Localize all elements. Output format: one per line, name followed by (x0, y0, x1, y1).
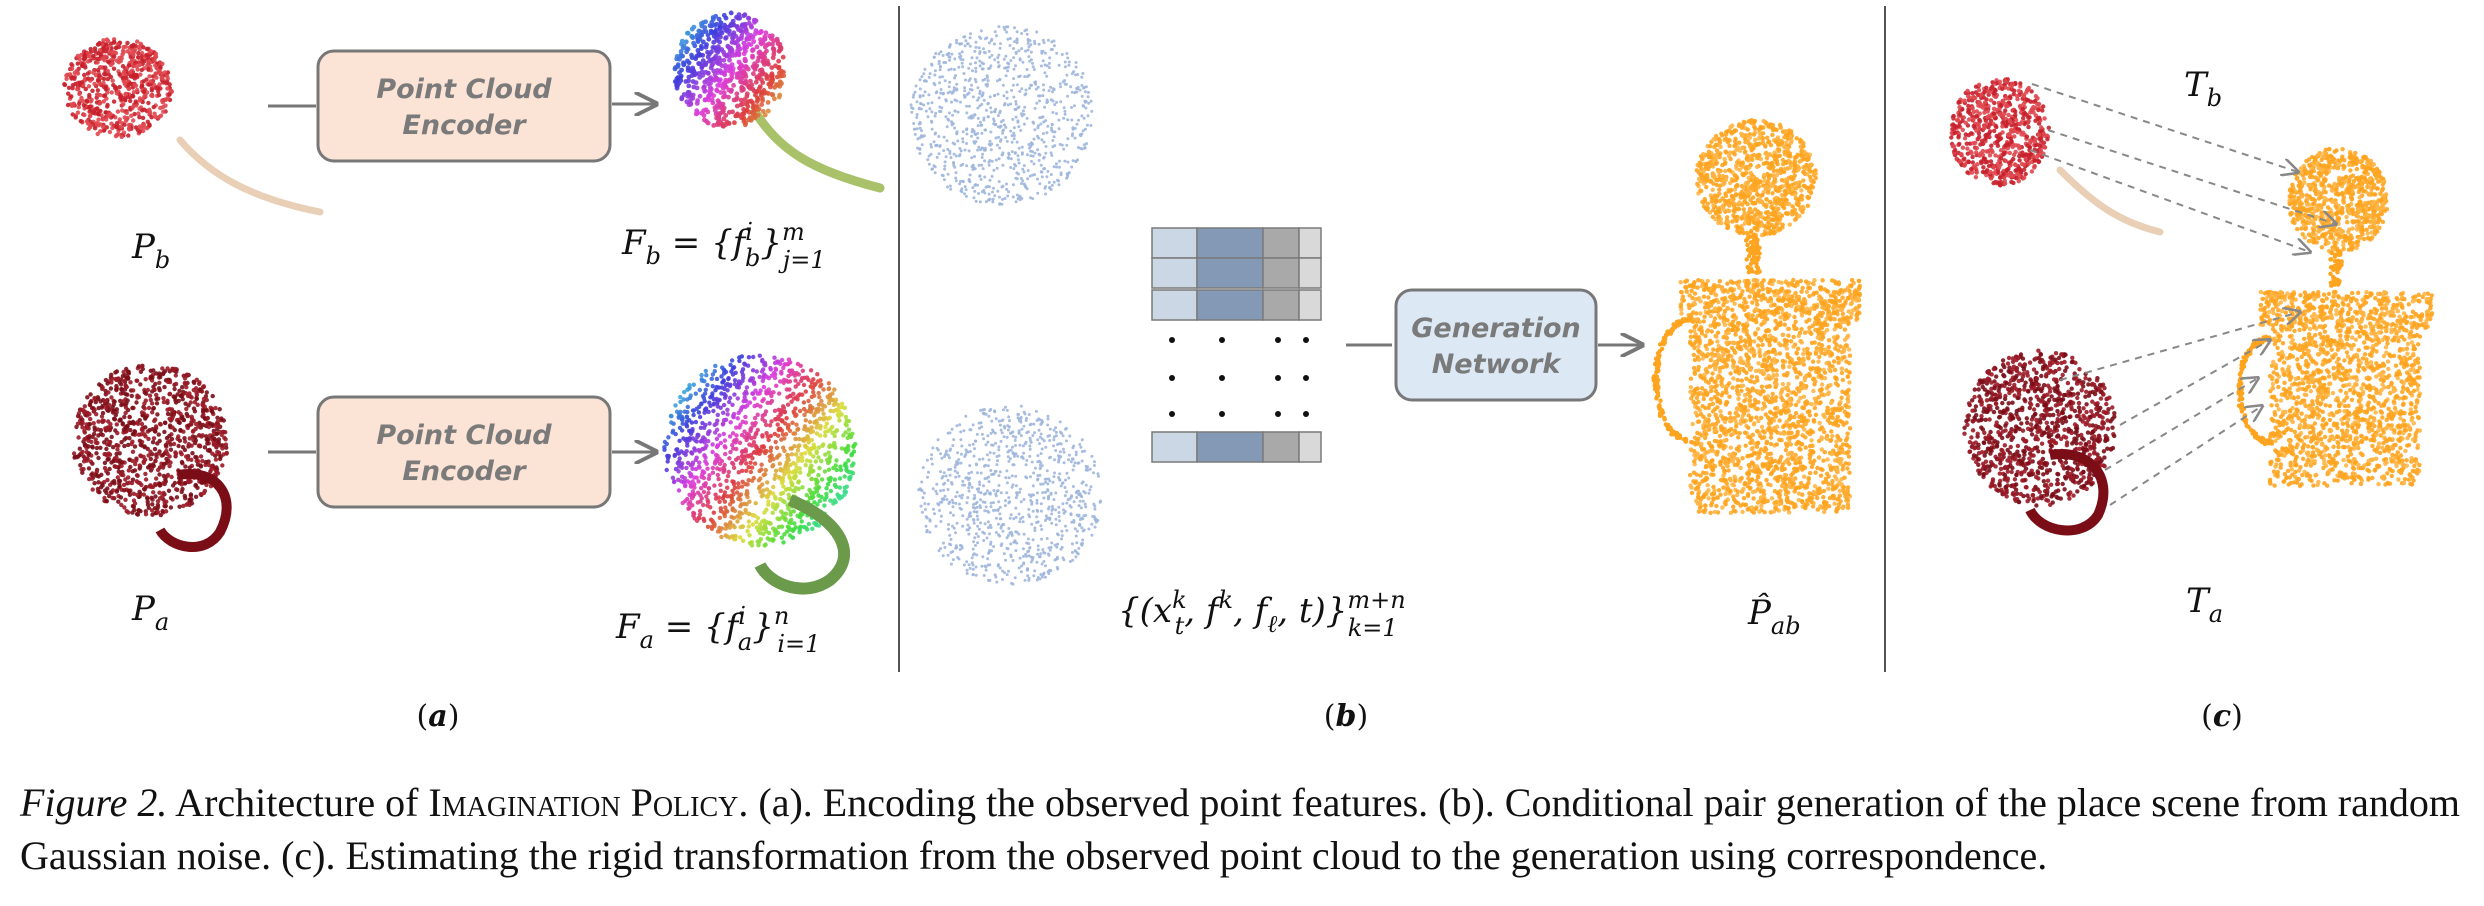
encoder-label-line1-bottom: Point Cloud (376, 420, 552, 451)
mug-feature-cloud (662, 353, 858, 595)
mug-point-cloud (71, 363, 232, 552)
figure-caption: Figure 2. Architecture of Imagination Po… (20, 776, 2470, 882)
fa-label: Fa = {fi a}n i=1 (615, 602, 820, 658)
token-matrix (1151, 227, 1322, 463)
point-cloud-encoder-box-bottom (316, 395, 612, 509)
encoder-label-line2-bottom: Encoder (402, 456, 527, 487)
point-cloud-encoder-box-top (316, 49, 612, 163)
caption-text-before: Architecture of (167, 780, 429, 825)
phat-ab-label: P̂ab (1747, 592, 1801, 640)
figure-number: Figure 2. (20, 780, 168, 825)
panel-b: Generation Network {(xk t, fk, fℓ, t)}m+n… (909, 25, 1863, 734)
panel-c-label: (c) (2201, 699, 2243, 734)
generation-network-box (1394, 288, 1598, 402)
panel-c: Tb Ta (c) (1949, 65, 2435, 734)
plant-feature-cloud (672, 10, 885, 193)
network-label-line1: Generation (1411, 313, 1580, 344)
network-label-line2: Network (1432, 349, 1563, 380)
panel-a-label: (a) (417, 699, 460, 734)
panel-a: Point Cloud Encoder Pb Fb = {fi b}m j=1 Po… (62, 10, 885, 734)
tb-label: Tb (2184, 65, 2222, 112)
policy-name: Imagination Policy (428, 780, 739, 825)
caption-text-after: . (a). Encoding the observed point featu… (20, 780, 2460, 878)
pb-label: Pb (131, 227, 170, 274)
panel-b-label: (b) (1324, 699, 1368, 734)
generated-pair-cloud-c (2236, 146, 2435, 489)
token-set-label: {(xk t, fk, fℓ, t)}m+n k=1 (1118, 586, 1406, 642)
generated-pair-cloud (1651, 118, 1863, 516)
encoder-label-line1: Point Cloud (376, 74, 552, 105)
ta-label: Ta (2186, 581, 2223, 628)
encoder-label-line2: Encoder (402, 110, 527, 141)
gaussian-noise-cloud-top (909, 25, 1094, 206)
observed-plant-cloud-c (1949, 77, 2164, 236)
gaussian-noise-cloud-bottom (917, 404, 1102, 586)
pa-label: Pa (131, 589, 169, 636)
correspondence-arrows (2029, 83, 2336, 506)
fb-label: Fb = {fi b}m j=1 (621, 218, 826, 274)
observed-mug-cloud-c (1962, 348, 2117, 536)
plant-point-cloud (62, 37, 324, 216)
